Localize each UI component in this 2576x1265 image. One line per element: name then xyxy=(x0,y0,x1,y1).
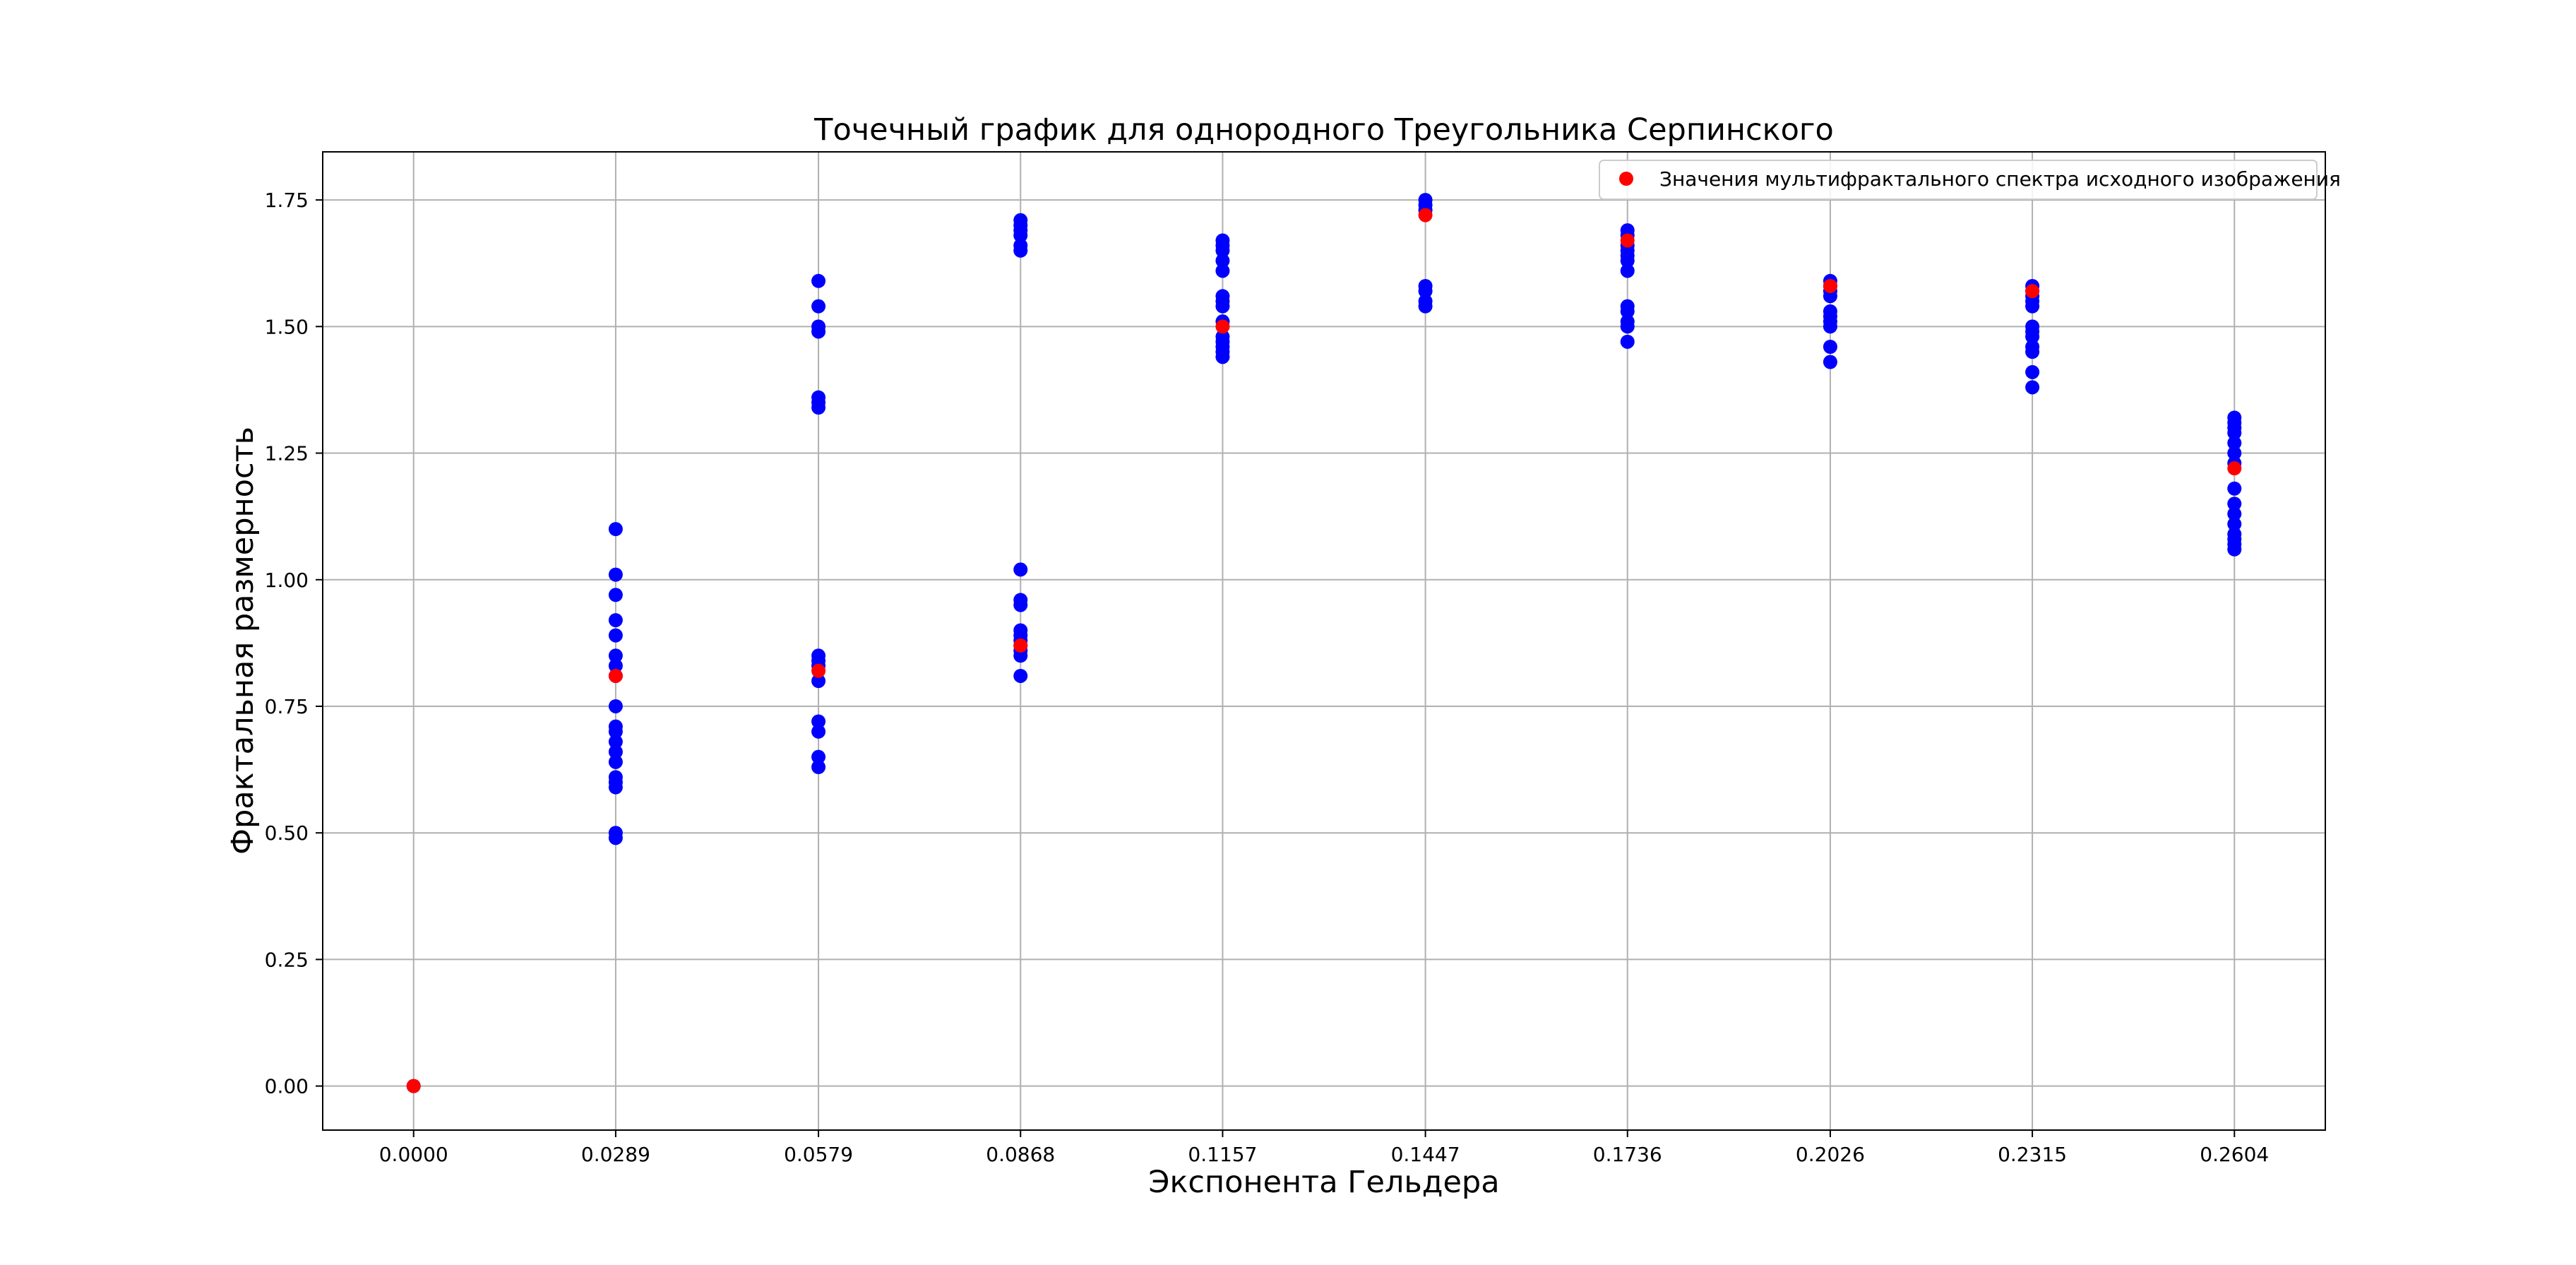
sample-point xyxy=(1620,319,1635,334)
spectrum-point xyxy=(1215,319,1230,334)
sample-point xyxy=(2227,506,2242,521)
x-tick-label: 0.0868 xyxy=(986,1143,1055,1166)
sample-point xyxy=(2025,345,2040,360)
x-tick-label: 0.2315 xyxy=(1998,1143,2067,1166)
y-tick-label: 1.75 xyxy=(265,189,309,212)
sample-point xyxy=(608,735,623,749)
sample-point xyxy=(608,831,623,845)
x-tick-label: 0.0289 xyxy=(581,1143,650,1166)
sample-point xyxy=(1215,350,1230,364)
sample-point xyxy=(1823,355,1837,369)
x-tick-label: 0.1736 xyxy=(1593,1143,1662,1166)
y-tick-label: 1.00 xyxy=(265,569,309,592)
sample-point xyxy=(1823,339,1837,354)
legend: Значения мультифрактального спектра исхо… xyxy=(1599,160,2341,200)
sample-point xyxy=(2025,364,2040,379)
sample-point xyxy=(2227,516,2242,531)
spectrum-point xyxy=(1823,278,1837,293)
x-tick-label: 0.1447 xyxy=(1391,1143,1460,1166)
sample-point xyxy=(608,658,623,673)
y-tick-label: 1.25 xyxy=(265,442,309,465)
sample-point xyxy=(608,754,623,769)
sample-point xyxy=(1418,284,1433,299)
spectrum-point xyxy=(1013,638,1028,653)
x-tick-label: 0.2026 xyxy=(1796,1143,1865,1166)
sample-point xyxy=(1620,254,1635,268)
sample-point xyxy=(811,400,826,415)
sample-point xyxy=(1620,334,1635,349)
sample-point xyxy=(811,273,826,288)
x-tick-label: 0.0579 xyxy=(784,1143,853,1166)
sample-point xyxy=(1013,598,1028,612)
sample-point xyxy=(1823,319,1837,334)
spectrum-point xyxy=(2025,284,2040,299)
sample-point xyxy=(1013,668,1028,683)
sample-point xyxy=(1013,648,1028,663)
sample-point xyxy=(2227,542,2242,557)
sample-point xyxy=(1620,263,1635,278)
spectrum-point xyxy=(406,1079,421,1093)
legend-marker-spectrum xyxy=(1619,172,1633,186)
sample-point xyxy=(811,714,826,729)
x-tick-label: 0.1157 xyxy=(1188,1143,1257,1166)
sample-point xyxy=(608,780,623,795)
y-tick-label: 0.25 xyxy=(265,948,309,971)
x-axis-label: Экспонента Гельдера xyxy=(1148,1165,1499,1200)
sample-point xyxy=(608,613,623,628)
sample-point xyxy=(608,567,623,582)
spectrum-point xyxy=(1620,233,1635,248)
spectrum-point xyxy=(608,668,623,683)
legend-box xyxy=(1599,160,2318,200)
sample-point xyxy=(2227,481,2242,496)
sample-point xyxy=(811,760,826,775)
y-tick-label: 0.00 xyxy=(265,1075,309,1098)
legend-label-spectrum: Значения мультифрактального спектра исхо… xyxy=(1659,167,2341,191)
sample-point xyxy=(608,724,623,739)
sample-point xyxy=(2025,299,2040,314)
sample-point xyxy=(2227,497,2242,511)
y-axis-label: Фрактальная размерность xyxy=(225,427,261,855)
sample-point xyxy=(608,588,623,602)
y-tick-label: 1.50 xyxy=(265,315,309,338)
sample-point xyxy=(811,749,826,764)
sample-point xyxy=(2025,380,2040,395)
sample-point xyxy=(2227,425,2242,440)
sample-point xyxy=(2025,329,2040,344)
sample-point xyxy=(608,744,623,759)
sample-point xyxy=(811,674,826,689)
spectrum-point xyxy=(1418,208,1433,222)
sample-point xyxy=(811,324,826,339)
sample-point xyxy=(1013,562,1028,577)
sample-point xyxy=(608,699,623,713)
chart-title: Точечный график для однородного Треуголь… xyxy=(813,112,1834,148)
sample-point xyxy=(1215,263,1230,278)
sample-point xyxy=(1215,243,1230,258)
spectrum-point xyxy=(811,663,826,678)
spectrum-point xyxy=(2227,461,2242,476)
sample-point xyxy=(1215,299,1230,314)
data-points xyxy=(406,193,2242,1093)
sample-point xyxy=(608,648,623,663)
sample-point xyxy=(608,522,623,537)
sample-point xyxy=(1215,254,1230,268)
sample-point xyxy=(608,628,623,643)
sample-point xyxy=(811,724,826,739)
sample-point xyxy=(1823,289,1837,304)
sample-point xyxy=(2227,446,2242,461)
x-tick-label: 0.0000 xyxy=(379,1143,448,1166)
plot-frame xyxy=(322,151,2326,1131)
y-tick-label: 0.50 xyxy=(265,821,309,845)
sample-point xyxy=(1418,299,1433,314)
sample-point xyxy=(1620,304,1635,319)
sample-point xyxy=(1013,243,1028,258)
sample-point xyxy=(1013,228,1028,243)
x-tick-label: 0.2604 xyxy=(2200,1143,2269,1166)
sample-point xyxy=(811,299,826,314)
axis-ticks: 0.0000 0.0289 0.0579 0.0868 0.1157 0.1447 0.17… xyxy=(265,189,2270,1166)
sample-point xyxy=(2227,436,2242,451)
y-tick-label: 0.75 xyxy=(265,695,309,718)
